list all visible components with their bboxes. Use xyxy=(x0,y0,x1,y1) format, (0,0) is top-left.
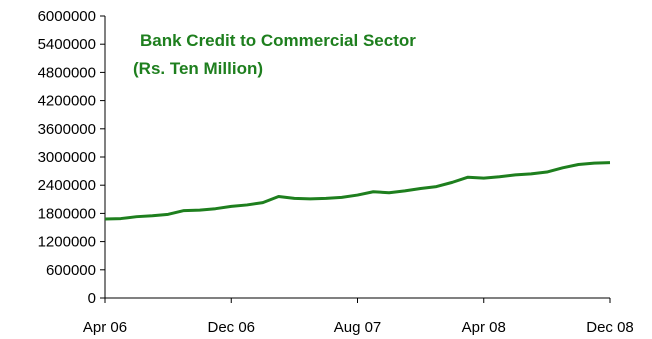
y-tick-label: 0 xyxy=(88,290,96,307)
x-tick-label: Aug 07 xyxy=(334,319,382,336)
x-tick-label: Apr 06 xyxy=(83,319,127,336)
y-axis-ticks: 0 600000 1200000 1800000 2400000 3000000 36000… xyxy=(38,8,105,307)
y-tick-label: 600000 xyxy=(46,262,96,279)
chart-subtitle: (Rs. Ten Million) xyxy=(133,59,263,78)
y-tick-label: 2400000 xyxy=(38,177,96,194)
y-tick-label: 6000000 xyxy=(38,8,96,25)
y-tick-label: 4800000 xyxy=(38,64,96,81)
y-tick-label: 1800000 xyxy=(38,205,96,222)
series-line xyxy=(104,161,611,221)
x-tick-label: Apr 08 xyxy=(462,319,506,336)
x-axis-ticks: Apr 06 Dec 06 Aug 07 Apr 08 Dec 08 xyxy=(83,298,634,336)
y-tick-label: 3600000 xyxy=(38,121,96,138)
x-tick-label: Dec 06 xyxy=(207,319,255,336)
y-tick-label: 3000000 xyxy=(38,149,96,166)
chart-title: Bank Credit to Commercial Sector xyxy=(140,31,416,50)
y-tick-label: 5400000 xyxy=(38,36,96,53)
y-tick-label: 1200000 xyxy=(38,234,96,251)
x-tick-label: Dec 08 xyxy=(586,319,634,336)
y-tick-label: 4200000 xyxy=(38,93,96,110)
